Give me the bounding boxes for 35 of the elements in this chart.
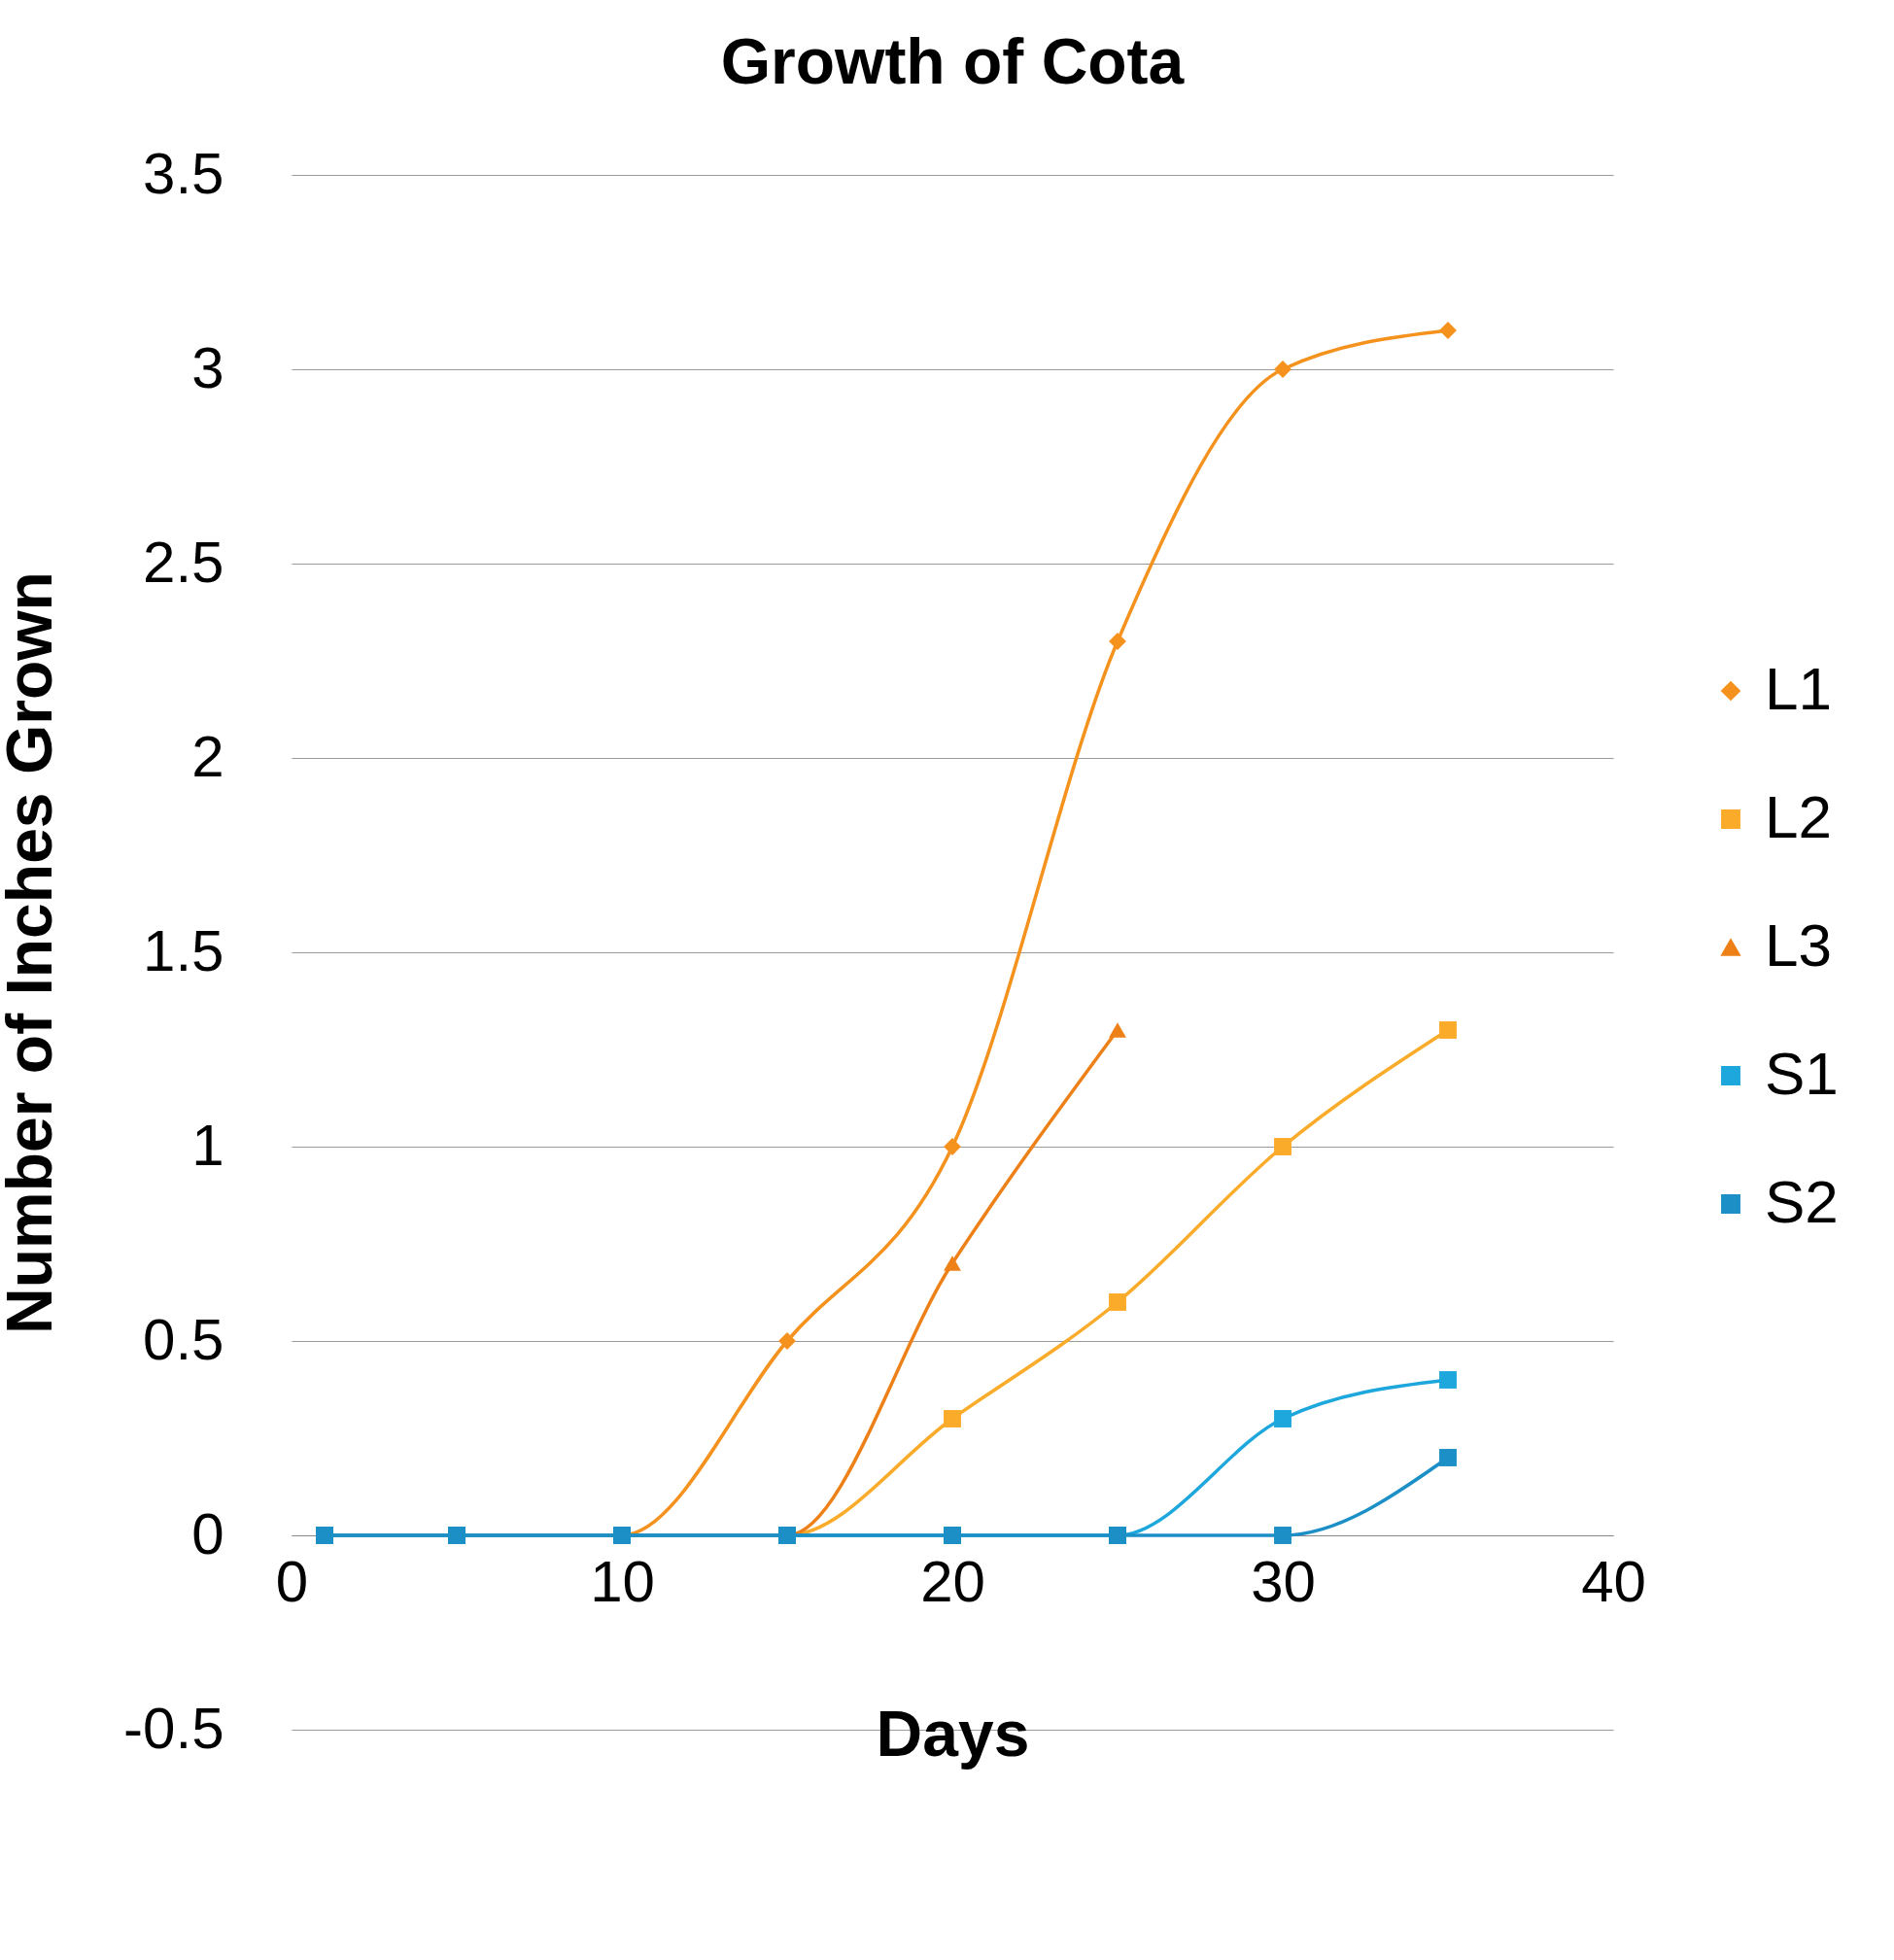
y-tick-label: 1.5 [143, 917, 224, 983]
x-tick-label: 10 [590, 1548, 655, 1614]
legend-label: L1 [1765, 655, 1832, 722]
point [1274, 1410, 1291, 1427]
point [1109, 1293, 1126, 1311]
point [944, 1410, 961, 1427]
y-tick-label: 0 [191, 1500, 224, 1566]
y-tick-label: 2.5 [143, 529, 224, 595]
legend-label: S2 [1765, 1168, 1839, 1235]
legend-label: L2 [1765, 783, 1832, 850]
x-tick-label: 30 [1251, 1548, 1316, 1614]
point [1439, 1371, 1457, 1389]
y-tick-label: 1 [191, 1112, 224, 1178]
point [1274, 1138, 1291, 1155]
point [944, 1138, 961, 1155]
x-tick-label: 40 [1581, 1548, 1646, 1614]
point [1439, 322, 1457, 339]
point [1439, 1021, 1457, 1039]
y-tick-label: -0.5 [123, 1695, 224, 1761]
x-axis-title: Days [876, 1697, 1030, 1770]
y-tick-label: 3 [191, 334, 224, 400]
y-tick-label: 3.5 [143, 140, 224, 206]
y-tick-label: 2 [191, 723, 224, 789]
point [1439, 1449, 1457, 1466]
point [778, 1332, 796, 1350]
y-axis-title: Number of Inches Grown [0, 571, 66, 1334]
point [1274, 1527, 1291, 1544]
legend-label: S1 [1765, 1040, 1839, 1107]
x-tick-label: 20 [920, 1548, 985, 1614]
legend-label: L3 [1765, 911, 1832, 979]
y-tick-label: 0.5 [143, 1306, 224, 1372]
chart-title: Growth of Cota [720, 25, 1186, 97]
x-tick-label: 0 [275, 1548, 309, 1614]
point [1274, 361, 1291, 378]
point [1109, 633, 1126, 650]
